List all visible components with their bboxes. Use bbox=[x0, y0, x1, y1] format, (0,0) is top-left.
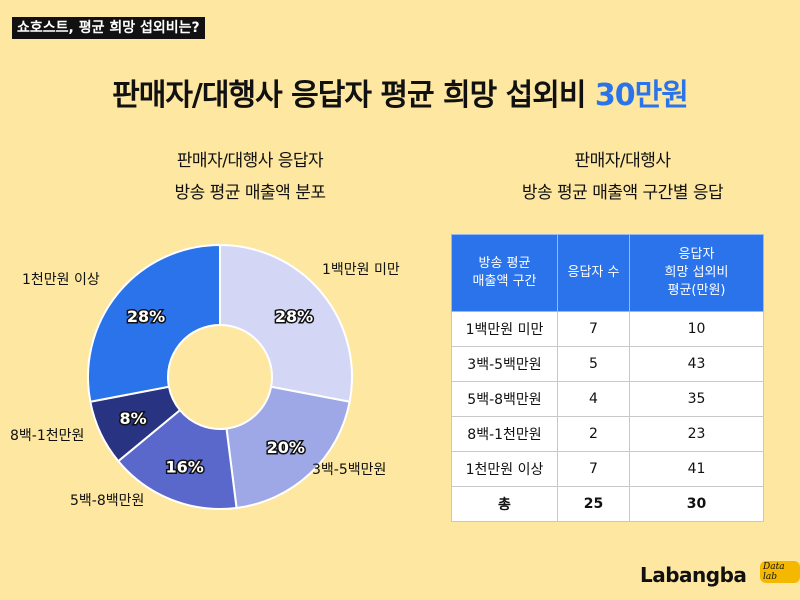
table-row: 8백-1천만원 2 23 bbox=[451, 416, 764, 452]
table-subtitle-line2: 방송 평균 매출액 구간별 응답 bbox=[521, 183, 724, 203]
total-avg: 30 bbox=[629, 486, 764, 522]
cell-range: 1백만원 미만 bbox=[451, 311, 558, 347]
donut-slice bbox=[219, 243, 353, 403]
header-avg-line3: 평균(만원) bbox=[667, 283, 726, 298]
donut-subtitle-line1: 판매자/대행사 응답자 bbox=[176, 151, 324, 171]
page-title-highlight: 30만원 bbox=[594, 78, 689, 113]
brand-logo: Labangba bbox=[640, 563, 747, 587]
table-total-row: 총 25 30 bbox=[451, 486, 764, 522]
header-range-line1: 방송 평균 bbox=[478, 256, 531, 271]
donut-percent-label: 28% bbox=[275, 307, 313, 326]
donut-subtitle-line2: 방송 평균 매출액 분포 bbox=[174, 183, 326, 203]
cell-range: 3백-5백만원 bbox=[451, 346, 558, 382]
table-subtitle-line1: 판매자/대행사 bbox=[574, 151, 671, 171]
donut-percent-label: 16% bbox=[166, 457, 204, 476]
total-count: 25 bbox=[557, 486, 630, 522]
header-count: 응답자 수 bbox=[557, 234, 630, 312]
cell-count: 4 bbox=[557, 381, 630, 417]
page-title-text: 판매자/대행사 응답자 평균 희망 섭외비 bbox=[112, 78, 595, 113]
donut-slice bbox=[87, 243, 221, 403]
cell-range: 5백-8백만원 bbox=[451, 381, 558, 417]
cell-range: 1천만원 이상 bbox=[451, 451, 558, 487]
table-row: 1천만원 이상 7 41 bbox=[451, 451, 764, 487]
donut-category-label: 1백만원 미만 bbox=[322, 262, 400, 278]
cell-count: 5 bbox=[557, 346, 630, 382]
donut-category-label: 5백-8백만원 bbox=[70, 493, 144, 509]
donut-category-label: 8백-1천만원 bbox=[10, 428, 84, 444]
donut-slice bbox=[225, 385, 351, 510]
header-avg-line2: 희망 섭외비 bbox=[664, 265, 729, 280]
total-label: 총 bbox=[451, 486, 558, 522]
cell-avg: 41 bbox=[629, 451, 764, 487]
table-row: 1백만원 미만 7 10 bbox=[451, 311, 764, 347]
brand-badge: Data lab bbox=[760, 561, 800, 583]
table-subtitle: 판매자/대행사 방송 평균 매출액 구간별 응답 bbox=[455, 145, 790, 209]
donut-subtitle: 판매자/대행사 응답자 방송 평균 매출액 분포 bbox=[100, 145, 400, 209]
page-title: 판매자/대행사 응답자 평균 희망 섭외비 30만원 bbox=[0, 70, 800, 114]
cell-avg: 10 bbox=[629, 311, 764, 347]
table-row: 3백-5백만원 5 43 bbox=[451, 346, 764, 382]
table-row: 5백-8백만원 4 35 bbox=[451, 381, 764, 417]
cell-avg: 35 bbox=[629, 381, 764, 417]
header-range-line2: 매출액 구간 bbox=[472, 274, 537, 289]
donut-chart: 28% 1백만원 미만 20% 3백-5백만원 16% 5백-8백만원 8% 8백-1천만원 2… bbox=[10, 243, 400, 510]
header-avg-line1: 응답자 bbox=[678, 247, 715, 262]
cell-count: 7 bbox=[557, 451, 630, 487]
donut-percent-label: 28% bbox=[127, 307, 165, 326]
donut-category-label: 3백-5백만원 bbox=[312, 462, 386, 478]
topic-tag: 쇼호스트, 평균 희망 섭외비는? bbox=[12, 17, 205, 39]
cell-count: 2 bbox=[557, 416, 630, 452]
donut-category-label: 1천만원 이상 bbox=[22, 272, 100, 288]
donut-percent-label: 20% bbox=[267, 438, 305, 457]
cell-avg: 23 bbox=[629, 416, 764, 452]
cell-range: 8백-1천만원 bbox=[451, 416, 558, 452]
donut-percent-label: 8% bbox=[120, 409, 147, 428]
cell-count: 7 bbox=[557, 311, 630, 347]
cell-avg: 43 bbox=[629, 346, 764, 382]
donut-slice bbox=[116, 408, 238, 510]
